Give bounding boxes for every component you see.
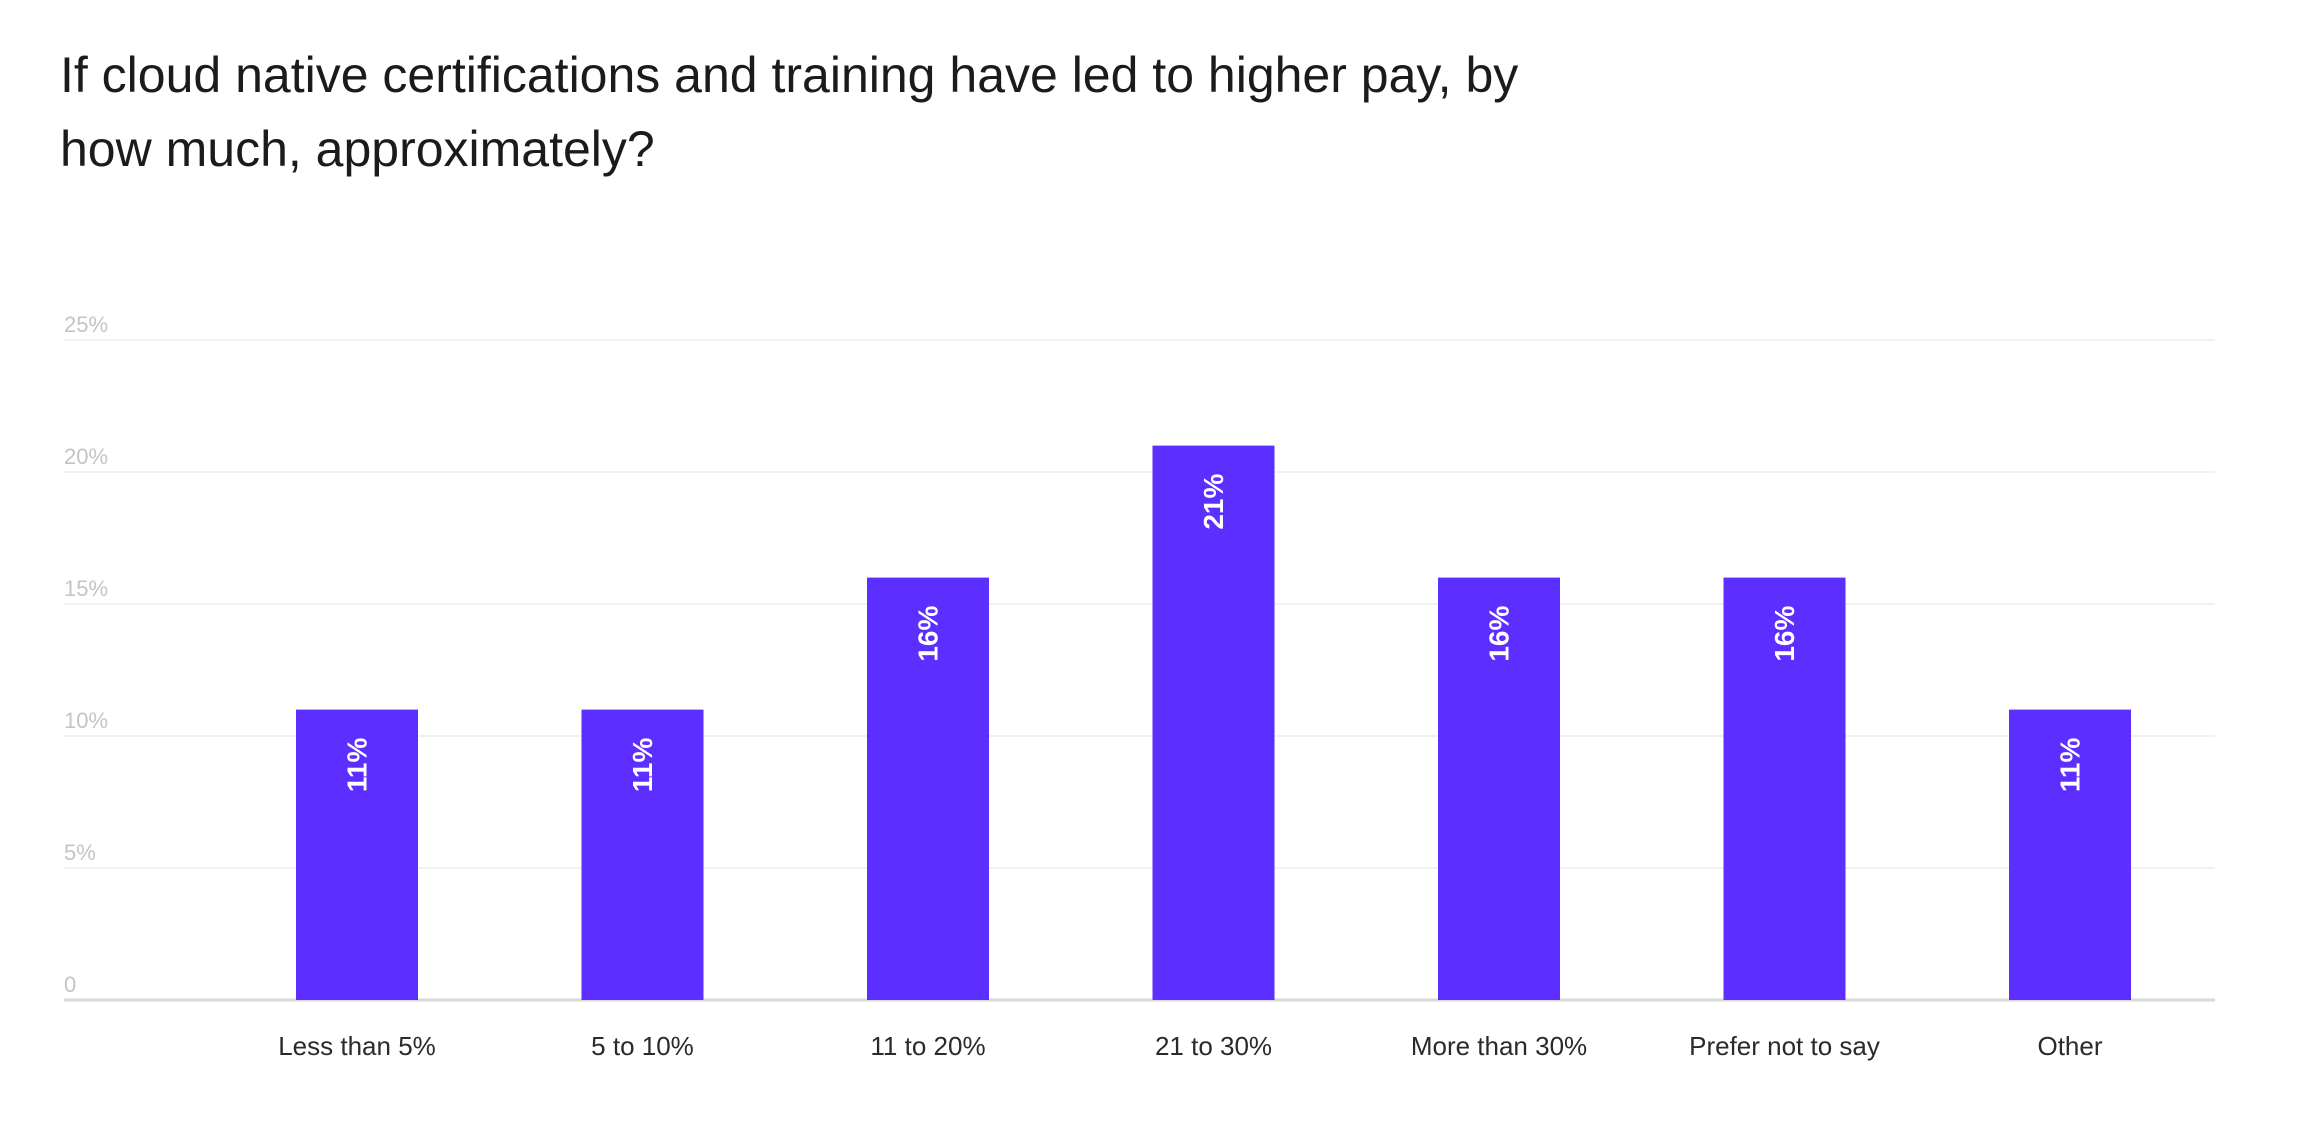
y-tick-label: 15% [64, 576, 108, 601]
x-axis-labels: Less than 5% 5 to 10% 11 to 20% 21 to 30% Mo… [278, 1031, 2103, 1061]
bar [2009, 709, 2131, 1000]
bar [1438, 577, 1560, 1000]
bar [581, 709, 704, 1000]
x-category-label: 11 to 20% [870, 1031, 985, 1061]
gridlines [64, 339, 2215, 1002]
data-label: 21% [1198, 474, 1229, 530]
x-category-label: Prefer not to say [1689, 1031, 1880, 1061]
y-tick-label: 5% [64, 840, 96, 865]
x-category-label: 5 to 10% [591, 1031, 694, 1061]
data-label: 11% [627, 738, 658, 793]
data-label: 16% [1769, 606, 1800, 662]
bar [1152, 445, 1275, 1001]
x-category-label: More than 30% [1411, 1031, 1587, 1061]
y-tick-label: 20% [64, 444, 108, 469]
bar [296, 709, 418, 1000]
y-tick-label: 10% [64, 708, 108, 733]
data-label: 11% [342, 738, 373, 793]
y-tick-label: 0 [64, 972, 76, 997]
x-category-label: Other [2037, 1031, 2102, 1061]
bar [1723, 577, 1846, 1000]
data-label: 16% [913, 606, 944, 662]
y-tick-label: 25% [64, 312, 108, 337]
x-category-label: Less than 5% [278, 1031, 436, 1061]
bars: 11% 11% 16% 21% 16% 16% 11% [296, 445, 2131, 1001]
x-category-label: 21 to 30% [1155, 1031, 1272, 1061]
chart-title: If cloud native certifications and train… [60, 47, 1519, 177]
data-label: 16% [1484, 606, 1515, 662]
bar [867, 577, 989, 1000]
y-axis-ticks: 0 5% 10% 15% 20% 25% [64, 312, 108, 997]
data-label: 11% [2055, 738, 2086, 793]
